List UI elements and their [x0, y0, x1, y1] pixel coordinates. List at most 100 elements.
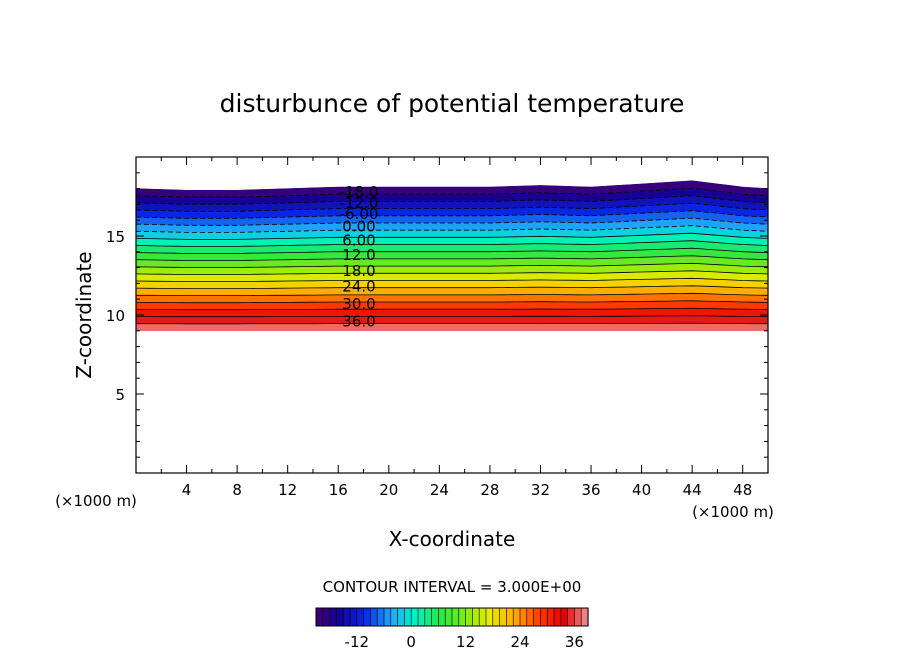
colorbar-cell	[567, 607, 575, 627]
chart-title: disturbunce of potential temperature	[220, 89, 685, 118]
colorbar-tick-label: 12	[456, 633, 475, 651]
contour-line	[135, 270, 769, 275]
y-axis-label: Z-coordinate	[72, 251, 96, 378]
colorbar-cell	[349, 607, 358, 627]
contour-line	[135, 202, 769, 212]
x-tick-label: 20	[379, 481, 398, 499]
x-axis-ticks: 4 8 12 16 20 24 28 32 36 40 44 48	[160, 157, 752, 499]
x-tick-label: 12	[278, 481, 297, 499]
x-tick-label: 44	[683, 481, 702, 499]
x-tick-label: 36	[581, 481, 600, 499]
contour-line	[135, 255, 769, 261]
colorbar-tick-label: -12	[345, 633, 370, 651]
x-axis-label: X-coordinate	[389, 527, 516, 551]
contour-line	[136, 307, 769, 311]
contour-line	[135, 210, 769, 219]
svg-text:-12.0: -12.0	[340, 194, 379, 212]
x-tick-label: 16	[329, 481, 348, 499]
colorbar-cell	[376, 607, 385, 627]
colorbar-cell	[342, 607, 351, 627]
y-unit-label: (×1000 m)	[55, 492, 137, 510]
colorbar-tick-label: 0	[406, 633, 416, 651]
contour-label: 6.00	[342, 232, 375, 250]
contour-label: 36.0	[342, 312, 375, 330]
colorbar-cell	[519, 607, 528, 627]
x-unit-label: (×1000 m)	[692, 503, 774, 521]
contour-line	[135, 195, 769, 205]
colorbar-cell	[580, 607, 589, 627]
contour-line	[135, 225, 769, 233]
contour-band	[135, 323, 769, 332]
colorbar-cell	[465, 607, 474, 627]
colorbar-cell	[472, 607, 480, 627]
x-tick-label: 32	[531, 481, 550, 499]
contour-label: 0.00	[342, 218, 375, 236]
svg-text:24.0: 24.0	[342, 278, 375, 296]
colorbar-ticks: -12 0 12 24 36	[345, 633, 584, 651]
svg-text:36.0: 36.0	[342, 312, 375, 330]
x-tick-label: 24	[430, 481, 449, 499]
colorbar-cell	[574, 607, 582, 627]
contour-line	[135, 217, 769, 226]
y-tick-label: 10	[106, 307, 125, 325]
colorbar-cell	[356, 607, 365, 627]
svg-text:-18.0: -18.0	[340, 183, 379, 201]
colorbar-cell	[444, 607, 453, 627]
contour-line	[135, 262, 769, 268]
contour-line	[135, 232, 769, 240]
colorbar-cell	[383, 607, 392, 627]
colorbar-cell	[451, 607, 460, 627]
svg-text:30.0: 30.0	[342, 295, 375, 313]
colorbar-cell	[410, 607, 419, 627]
colorbar-cell	[458, 607, 467, 627]
colorbar-cell	[397, 607, 406, 627]
colorbar-cell	[560, 607, 569, 627]
colorbar-cell	[424, 607, 433, 627]
contour-line	[136, 300, 769, 304]
x-tick-label: 40	[632, 481, 651, 499]
svg-text:6.00: 6.00	[342, 232, 375, 250]
y-axis-ticks: 5 10 15	[106, 172, 768, 458]
contour-label: 12.0	[342, 246, 375, 264]
colorbar-cell	[540, 607, 548, 627]
contour-line	[135, 187, 769, 198]
svg-text:0.00: 0.00	[342, 218, 375, 236]
colorbar-cell	[512, 607, 521, 627]
contour-label: 18.0	[342, 262, 375, 280]
colorbar-cell	[546, 607, 555, 627]
x-tick-label: 8	[232, 481, 242, 499]
colorbar-frame	[315, 607, 589, 627]
colorbar-cell	[485, 607, 494, 627]
colorbar-cell	[329, 607, 338, 627]
colorbar-cell	[499, 607, 508, 627]
contour-line	[136, 292, 769, 296]
contour-label: -12.0	[340, 194, 379, 212]
colorbar-tick-label: 36	[565, 633, 584, 651]
x-tick-label: 28	[480, 481, 499, 499]
y-tick-label: 15	[106, 228, 125, 246]
colorbar-cell	[438, 607, 446, 627]
contour-label: 30.0	[342, 295, 375, 313]
colorbar-cell	[322, 607, 331, 627]
contour-line	[135, 247, 769, 254]
colorbar-tick-label: 24	[510, 633, 529, 651]
contour-label: 24.0	[342, 278, 375, 296]
contour-line	[135, 285, 769, 289]
contour-label: -6.00	[340, 205, 379, 223]
svg-text:12.0: 12.0	[342, 246, 375, 264]
colorbar-cell	[404, 607, 412, 627]
colorbar-cell	[506, 607, 514, 627]
colorbar-cell	[370, 607, 378, 627]
y-tick-label: 5	[115, 386, 125, 404]
colorbar-cell	[553, 607, 562, 627]
colorbar-cell	[390, 607, 399, 627]
contour-line	[135, 240, 769, 247]
colorbar-cell	[363, 607, 372, 627]
colorbar-cell	[533, 607, 541, 627]
contour-interval-label: CONTOUR INTERVAL = 3.000E+00	[323, 578, 582, 596]
colorbar-cell	[526, 607, 535, 627]
colorbar-cell	[478, 607, 487, 627]
contour-line	[136, 322, 768, 325]
contour-line	[136, 315, 769, 318]
